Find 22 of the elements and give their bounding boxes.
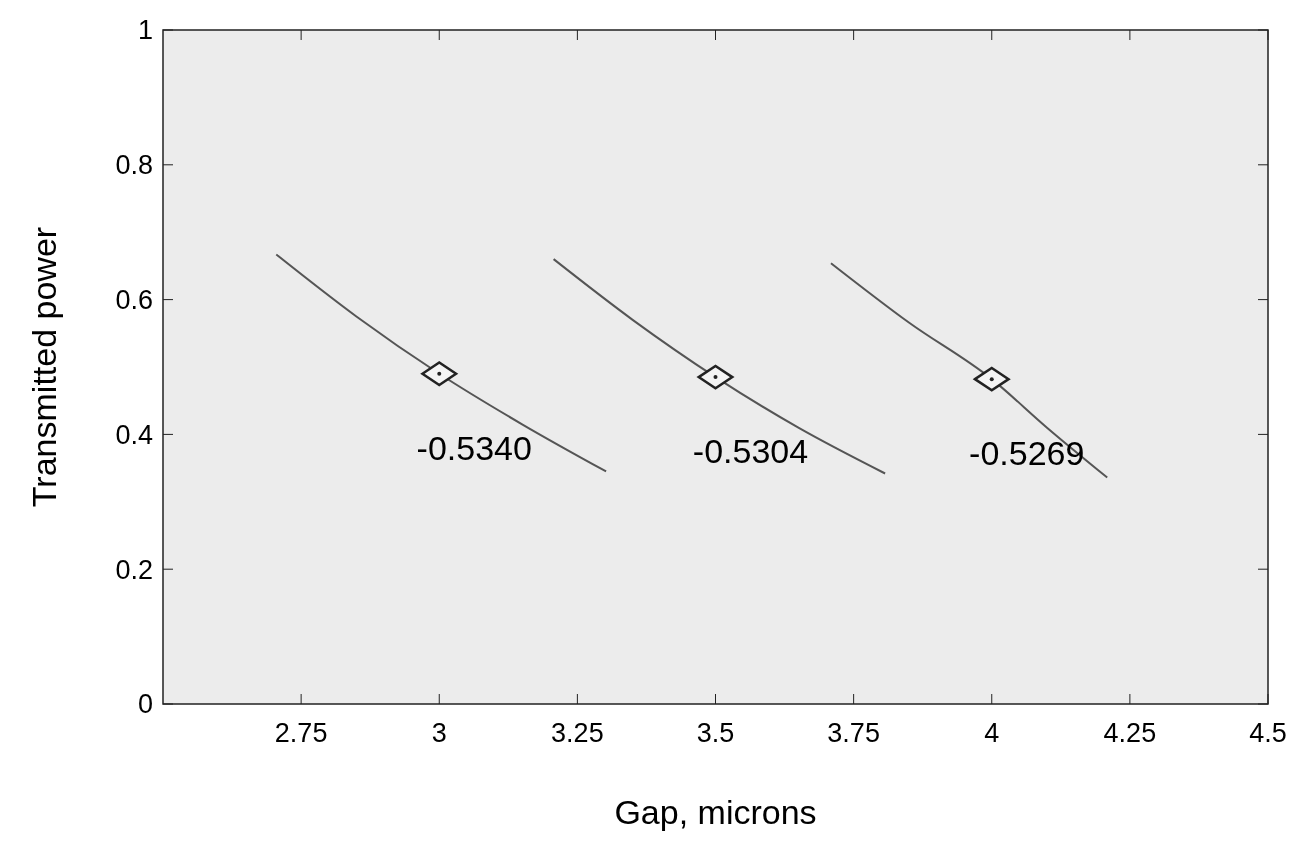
x-tick-label: 3.75	[827, 718, 880, 748]
annotation: -0.5304	[692, 432, 809, 471]
annotation: -0.5269	[969, 434, 1085, 473]
y-tick-label: 1	[137, 15, 153, 46]
y-tick-label: 0.6	[115, 285, 153, 316]
x-tick-label: 3	[431, 718, 447, 748]
x-axis-title: Gap, microns	[614, 793, 817, 831]
y-tick-label: 0	[137, 689, 153, 720]
annotation: -0.5340	[416, 428, 532, 467]
line-series	[552, 258, 887, 475]
x-tick-label: 3.25	[551, 718, 604, 748]
x-tick-label: 4.5	[1249, 718, 1287, 748]
y-tick-label: 0.2	[115, 554, 153, 585]
line-series	[829, 262, 1109, 479]
y-tick-label: 0.8	[115, 150, 153, 181]
x-tick-label: 4.25	[1103, 718, 1157, 748]
x-tick-label: 4	[984, 718, 1000, 748]
y-axis-title: Transmitted power	[25, 226, 63, 508]
line-series	[275, 253, 608, 473]
y-tick-label: 0.4	[115, 419, 153, 450]
x-tick-label: 2.75	[274, 718, 328, 748]
x-tick-label: 3.5	[696, 718, 735, 748]
